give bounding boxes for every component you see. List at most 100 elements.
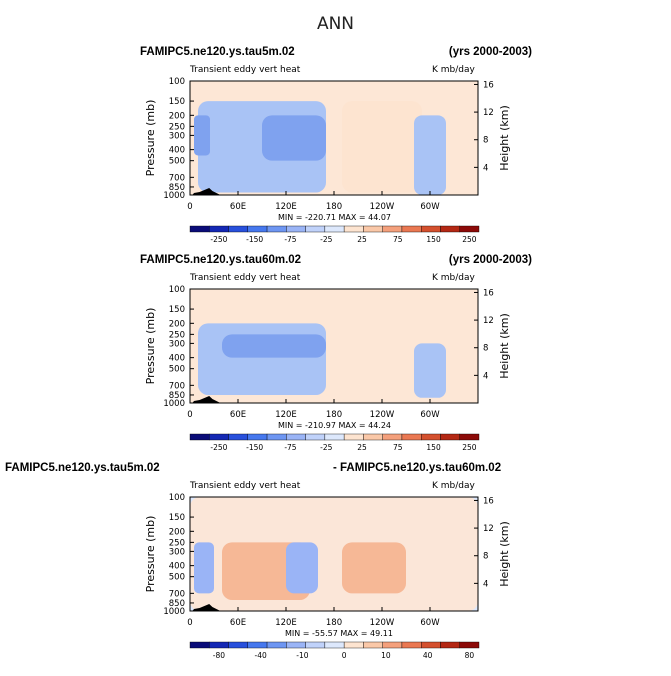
colorbar-swatch-8 xyxy=(324,641,345,649)
y-tick-label-700: 700 xyxy=(169,173,185,183)
colorbar-label-150: 150 xyxy=(426,235,441,244)
y-axis-title-right: Height (km) xyxy=(498,521,511,587)
colorbar-swatch-10 xyxy=(363,433,383,441)
colorbar-label-25: 25 xyxy=(357,443,367,452)
right-tick-label-16: 16 xyxy=(483,496,494,506)
right-tick-label-16: 16 xyxy=(483,80,494,90)
colorbar-swatch-14 xyxy=(440,225,460,233)
y-tick-label-1000: 1000 xyxy=(163,399,185,409)
topography xyxy=(192,604,221,611)
colorbar-label-250: 250 xyxy=(462,443,477,452)
x-tick-label-60E: 60E xyxy=(230,618,246,628)
panel-3: FAMIPC5.ne120.ys.tau5m.02 - FAMIPC5.ne12… xyxy=(0,456,671,676)
colorbar-label-150: 150 xyxy=(426,443,441,452)
panel-3-case: FAMIPC5.ne120.ys.tau5m.02 xyxy=(5,462,160,474)
right-tick-label-4: 4 xyxy=(483,579,488,589)
panel-2-field: Transient eddy vert heat xyxy=(190,273,301,283)
colorbar-label--250: -250 xyxy=(210,443,227,452)
colorbar-label--150: -150 xyxy=(246,235,263,244)
y-tick-label-500: 500 xyxy=(169,157,185,167)
colorbar-swatch-10 xyxy=(363,225,383,233)
x-tick-label-120W: 120W xyxy=(370,618,395,628)
field-region-3 xyxy=(414,343,446,398)
panel-2-units: K mb/day xyxy=(432,273,475,283)
colorbar-swatch-5 xyxy=(266,641,287,649)
colorbar-swatch-8 xyxy=(324,433,345,441)
y-tick-label-300: 300 xyxy=(169,547,185,557)
panel-1-case: FAMIPC5.ne120.ys.tau5m.02 xyxy=(140,46,295,58)
panel-3-diff: - FAMIPC5.ne120.ys.tau60m.02 xyxy=(333,462,502,474)
y-tick-label-200: 200 xyxy=(169,527,185,537)
right-tick-label-12: 12 xyxy=(483,316,494,326)
colorbar-swatch-2 xyxy=(209,433,229,441)
colorbar-swatch-13 xyxy=(421,433,441,441)
field-region-4 xyxy=(342,101,422,193)
field-region-1 xyxy=(198,323,326,395)
colorbar-label-80: 80 xyxy=(465,651,475,660)
x-tick-label-120E: 120E xyxy=(275,410,297,420)
colorbar-swatch-7 xyxy=(305,641,326,649)
colorbar-swatch-12 xyxy=(401,641,422,649)
x-tick-label-120W: 120W xyxy=(370,202,395,212)
field-region-2 xyxy=(222,334,326,358)
y-axis-title: Pressure (mb) xyxy=(144,516,157,593)
colorbar-swatch-6 xyxy=(286,225,306,233)
colorbar-label--80: -80 xyxy=(213,651,225,660)
colorbar-swatch-5 xyxy=(266,433,287,441)
y-tick-label-700: 700 xyxy=(169,589,185,599)
y-axis-title-right: Height (km) xyxy=(498,313,511,379)
colorbar-label-0: 0 xyxy=(342,651,347,660)
colorbar-label-25: 25 xyxy=(357,235,367,244)
colorbar-swatch-2 xyxy=(209,225,229,233)
panel-1: FAMIPC5.ne120.ys.tau5m.02 (yrs 2000-2003… xyxy=(0,40,671,260)
y-tick-label-250: 250 xyxy=(169,122,185,132)
right-tick-label-8: 8 xyxy=(483,552,488,562)
x-tick-label-180: 180 xyxy=(326,410,342,420)
colorbar-swatch-9 xyxy=(343,641,364,649)
colorbar-swatch-9 xyxy=(343,433,364,441)
colorbar-swatch-1 xyxy=(189,641,210,649)
topography xyxy=(192,396,221,403)
colorbar-label--25: -25 xyxy=(320,235,332,244)
panel-3-units: K mb/day xyxy=(432,481,475,491)
colorbar-swatch-11 xyxy=(382,225,403,233)
right-tick-label-12: 12 xyxy=(483,108,494,118)
x-tick-label-60W: 60W xyxy=(420,202,440,212)
x-tick-label-60W: 60W xyxy=(420,618,440,628)
field-region-3 xyxy=(262,115,326,161)
field-region-4 xyxy=(194,542,214,594)
panel-2-case: FAMIPC5.ne120.ys.tau60m.02 xyxy=(140,254,302,266)
right-tick-label-4: 4 xyxy=(483,371,488,381)
panel-1-years: (yrs 2000-2003) xyxy=(448,46,532,58)
colorbar-swatch-9 xyxy=(343,225,364,233)
panel-1-field: Transient eddy vert heat xyxy=(190,65,301,75)
x-tick-label-60E: 60E xyxy=(230,410,246,420)
y-tick-label-400: 400 xyxy=(169,354,185,364)
right-tick-label-16: 16 xyxy=(483,288,494,298)
y-tick-label-500: 500 xyxy=(169,365,185,375)
colorbar-label--40: -40 xyxy=(255,651,267,660)
colorbar-label-75: 75 xyxy=(393,443,403,452)
y-tick-label-300: 300 xyxy=(169,131,185,141)
y-tick-label-250: 250 xyxy=(169,538,185,548)
colorbar-swatch-14 xyxy=(440,433,460,441)
colorbar-swatch-6 xyxy=(286,433,306,441)
colorbar-swatch-5 xyxy=(266,225,287,233)
y-tick-label-850: 850 xyxy=(169,391,185,401)
x-tick-label-180: 180 xyxy=(326,618,342,628)
colorbar-swatch-12 xyxy=(401,225,422,233)
colorbar-swatch-14 xyxy=(440,641,460,649)
colorbar-swatch-3 xyxy=(228,641,249,649)
colorbar-swatch-11 xyxy=(382,641,403,649)
colorbar-swatch-10 xyxy=(363,641,383,649)
colorbar-swatch-3 xyxy=(228,225,249,233)
colorbar-swatch-4 xyxy=(247,641,268,649)
x-tick-label-180: 180 xyxy=(326,202,342,212)
panel-1-units: K mb/day xyxy=(432,65,475,75)
colorbar-swatch-15 xyxy=(459,225,480,233)
panel-3-stats: MIN = -55.57 MAX = 49.11 xyxy=(285,629,393,638)
colorbar-label-75: 75 xyxy=(393,235,403,244)
